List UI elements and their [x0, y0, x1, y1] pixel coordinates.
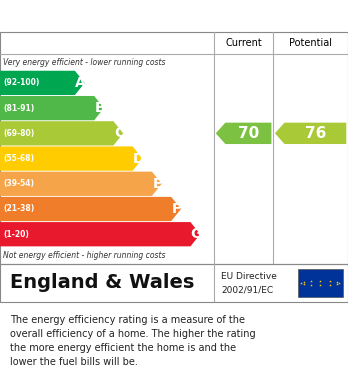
Polygon shape — [0, 96, 104, 120]
Text: EU Directive: EU Directive — [221, 272, 277, 281]
Text: 76: 76 — [305, 126, 326, 141]
Text: (69-80): (69-80) — [3, 129, 35, 138]
Text: G: G — [190, 227, 202, 241]
Polygon shape — [0, 197, 181, 221]
Text: (92-100): (92-100) — [3, 78, 40, 88]
Text: Not energy efficient - higher running costs: Not energy efficient - higher running co… — [3, 251, 166, 260]
Polygon shape — [0, 71, 85, 95]
Text: A: A — [75, 76, 86, 90]
Polygon shape — [0, 121, 123, 145]
Text: Very energy efficient - lower running costs: Very energy efficient - lower running co… — [3, 58, 166, 67]
Text: 70: 70 — [238, 126, 259, 141]
Polygon shape — [0, 222, 200, 246]
Polygon shape — [275, 123, 346, 144]
Text: C: C — [114, 126, 124, 140]
Polygon shape — [0, 146, 142, 171]
Text: D: D — [133, 152, 144, 165]
Text: 2002/91/EC: 2002/91/EC — [221, 285, 273, 294]
Text: (21-38): (21-38) — [3, 204, 35, 213]
Text: The energy efficiency rating is a measure of the
overall efficiency of a home. T: The energy efficiency rating is a measur… — [10, 316, 256, 368]
Text: (81-91): (81-91) — [3, 104, 35, 113]
Text: (1-20): (1-20) — [3, 230, 29, 239]
Bar — [298, 269, 343, 297]
Text: England & Wales: England & Wales — [10, 273, 195, 292]
Text: E: E — [153, 177, 162, 191]
Text: F: F — [172, 202, 182, 216]
Text: B: B — [94, 101, 105, 115]
Text: Current: Current — [225, 38, 262, 48]
Polygon shape — [0, 172, 162, 196]
Text: (39-54): (39-54) — [3, 179, 34, 188]
Polygon shape — [216, 123, 271, 144]
Text: Energy Efficiency Rating: Energy Efficiency Rating — [7, 9, 217, 23]
Text: Potential: Potential — [289, 38, 332, 48]
Text: (55-68): (55-68) — [3, 154, 34, 163]
